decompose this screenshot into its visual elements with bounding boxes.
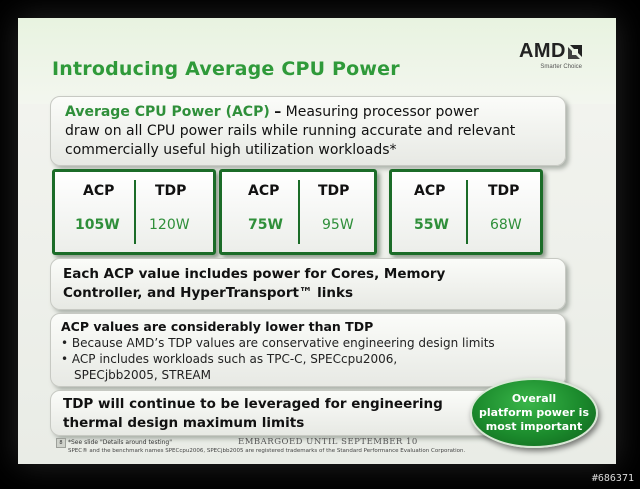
footnote-details: *See slide "Details around testing" [68,439,172,446]
acp-definition-text: Average CPU Power (ACP) – Measuring proc… [65,103,551,160]
includes-line1: Each ACP value includes power for Cores,… [63,266,446,282]
badge-line3: most important [485,420,583,433]
photo-watermark: #686371 [591,473,634,484]
amd-arrow-icon [568,44,582,59]
tdp-value: 68W [490,217,522,233]
acp-tdp-card: ACP TDP 105W 120W [52,169,216,255]
tdp-leverage-box: TDP will continue to be leveraged for en… [50,390,502,436]
bullet-tdp-conservative: • Because AMD’s TDP values are conservat… [61,336,495,350]
acp-tdp-card: ACP TDP 55W 68W [389,169,543,255]
tdp-line2: thermal design maximum limits [63,415,305,431]
logo-tagline: Smarter Choice [540,64,582,70]
tdp-label: TDP [488,183,520,199]
amd-logo: AMD Smarter Choice [519,40,582,70]
tdp-label: TDP [155,183,187,199]
badge-line2: platform power is [478,406,589,419]
definition-line1: Measuring processor power [285,104,479,120]
definition-line2: draw on all CPU power rails while runnin… [65,123,516,139]
acp-term: Average CPU Power (ACP) [65,104,270,120]
acp-tdp-card: ACP TDP 75W 95W [219,169,377,255]
dash: – [274,104,282,120]
tdp-value: 120W [149,217,190,233]
footnote-trademarks: SPEC® and the benchmark names SPECcpu200… [68,448,466,454]
badge-line1: Overall [511,392,557,405]
acp-lower-box: ACP values are considerably lower than T… [50,313,566,387]
tdp-line1: TDP will continue to be leveraged for en… [63,396,443,412]
acp-value: 75W [248,217,283,233]
acp-includes-box: Each ACP value includes power for Cores,… [50,258,566,310]
logo-word: AMD [518,40,566,62]
acp-label: ACP [414,183,446,199]
slide-title: Introducing Average CPU Power [52,58,400,80]
definition-line3: commercially useful high utilization wor… [65,142,397,158]
slide-header-band [18,18,616,104]
bullet-workloads: • ACP includes workloads such as TPC-C, … [61,352,398,366]
page-number: 8 [56,438,66,448]
bullet-workloads-cont: SPECjbb2005, STREAM [74,368,211,382]
includes-line2: Controller, and HyperTransport™ links [63,285,354,301]
acp-value: 55W [414,217,449,233]
projected-slide: Introducing Average CPU Power AMD Smarte… [18,18,616,464]
card-divider [298,180,300,244]
acp-label: ACP [248,183,280,199]
platform-power-badge: Overall platform power is most important [470,378,598,448]
tdp-value: 95W [322,217,354,233]
card-divider [466,180,468,244]
lower-heading: ACP values are considerably lower than T… [61,319,374,334]
card-divider [134,180,136,244]
embargo-notice: EMBARGOED UNTIL SEPTEMBER 10 [238,437,418,447]
acp-value: 105W [75,217,120,233]
tdp-label: TDP [318,183,350,199]
acp-label: ACP [83,183,115,199]
acp-definition-box: Average CPU Power (ACP) – Measuring proc… [50,96,566,166]
